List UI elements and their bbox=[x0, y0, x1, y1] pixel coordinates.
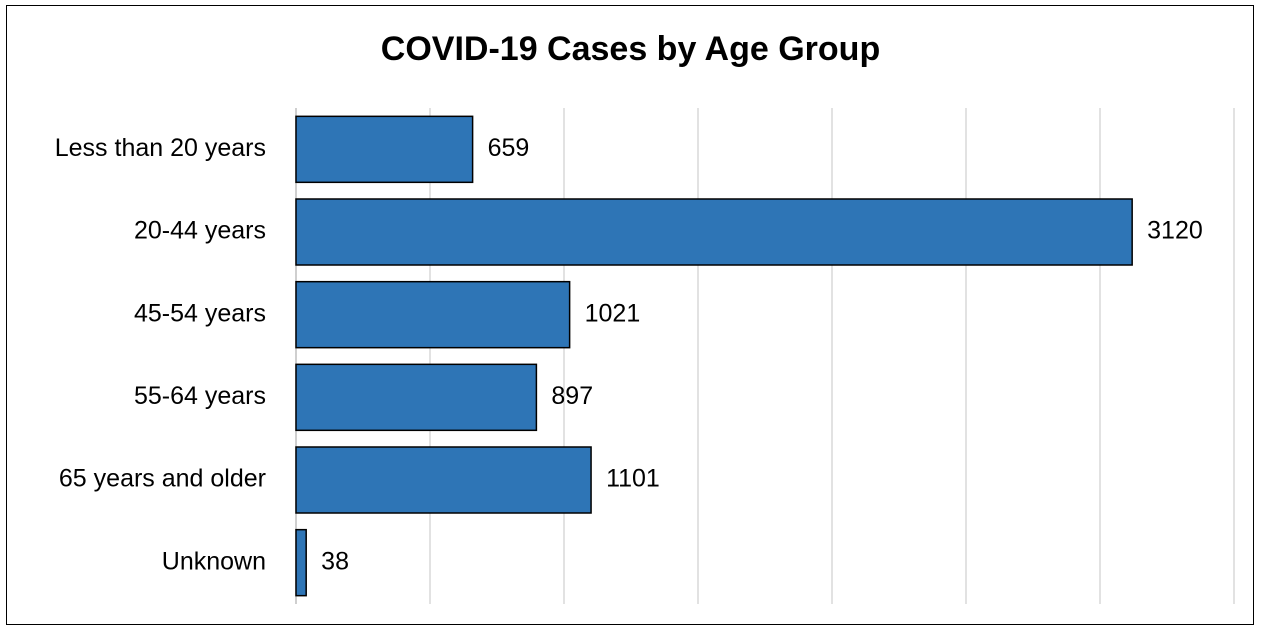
data-label: 3120 bbox=[1147, 217, 1203, 245]
bar bbox=[295, 280, 571, 349]
data-label: 659 bbox=[488, 134, 530, 162]
bar bbox=[295, 446, 592, 514]
labels: Less than 20 years 659 20-44 years 3120 45-5… bbox=[55, 134, 1203, 575]
data-label: 1021 bbox=[585, 299, 641, 327]
category-label: Less than 20 years bbox=[55, 134, 266, 162]
chart-frame bbox=[6, 5, 1254, 625]
category-label: 20-44 years bbox=[134, 217, 266, 245]
category-label: 65 years and older bbox=[59, 465, 266, 493]
data-label: 38 bbox=[321, 547, 349, 575]
gridlines bbox=[295, 108, 1235, 604]
bar bbox=[295, 115, 474, 184]
bar bbox=[295, 528, 307, 597]
data-label: 1101 bbox=[606, 465, 660, 493]
chart-title: COVID-19 Cases by Age Group bbox=[380, 30, 881, 68]
category-label: Unknown bbox=[162, 547, 266, 575]
bar bbox=[295, 198, 1133, 266]
category-label: 45-54 years bbox=[134, 299, 266, 327]
category-label: 55-64 years bbox=[134, 382, 266, 410]
bars bbox=[295, 115, 1133, 597]
data-label: 897 bbox=[551, 382, 593, 410]
bar bbox=[295, 363, 538, 432]
